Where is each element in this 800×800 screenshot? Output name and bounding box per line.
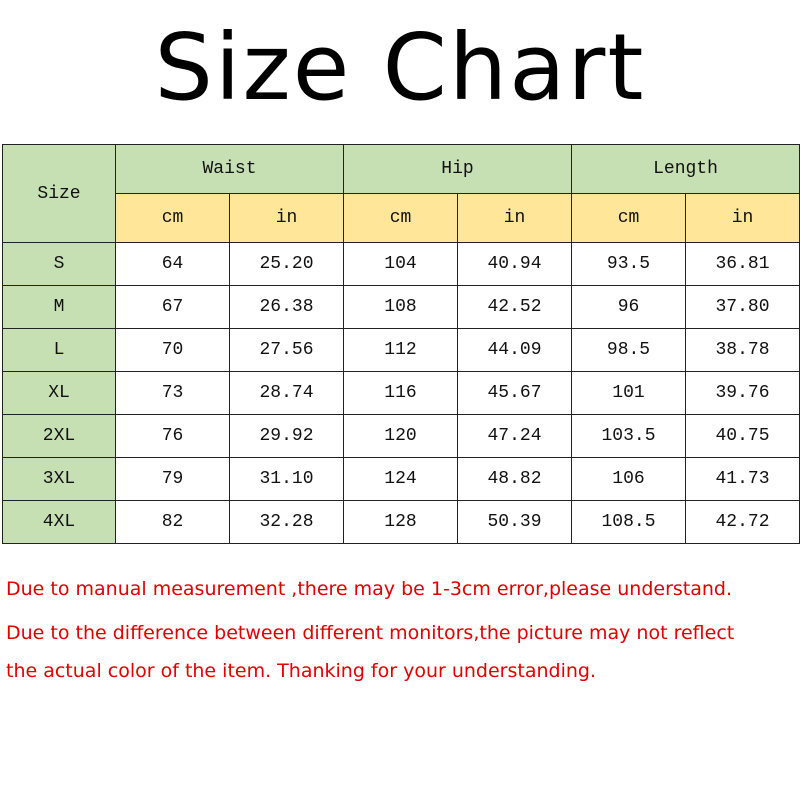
value-cell: 103.5: [571, 414, 686, 458]
table-row: XL 73 28.74 116 45.67 101 39.76: [2, 371, 800, 415]
group-header-waist: Waist: [115, 144, 344, 194]
value-cell: 112: [343, 328, 458, 372]
value-cell: 38.78: [685, 328, 800, 372]
value-cell: 29.92: [229, 414, 344, 458]
unit-header: in: [685, 193, 800, 243]
note-monitor-1: Due to the difference between different …: [6, 622, 735, 644]
value-cell: 39.76: [685, 371, 800, 415]
table-row: 3XL 79 31.10 124 48.82 106 41.73: [2, 457, 800, 501]
value-cell: 116: [343, 371, 458, 415]
value-cell: 96: [571, 285, 686, 329]
header-row: Size Waist Hip Length: [2, 144, 800, 243]
size-cell: M: [2, 285, 116, 329]
unit-header: in: [229, 193, 344, 243]
value-cell: 70: [115, 328, 230, 372]
value-cell: 108.5: [571, 500, 686, 544]
size-cell: XL: [2, 371, 116, 415]
value-cell: 124: [343, 457, 458, 501]
value-cell: 82: [115, 500, 230, 544]
value-cell: 50.39: [457, 500, 572, 544]
value-cell: 42.72: [685, 500, 800, 544]
value-cell: 106: [571, 457, 686, 501]
size-cell: 2XL: [2, 414, 116, 458]
note-monitor-2: the actual color of the item. Thanking f…: [6, 660, 597, 682]
table-row: M 67 26.38 108 42.52 96 37.80: [2, 285, 800, 329]
size-cell: S: [2, 242, 116, 286]
value-cell: 120: [343, 414, 458, 458]
value-cell: 67: [115, 285, 230, 329]
unit-header: cm: [115, 193, 230, 243]
table-row: L 70 27.56 112 44.09 98.5 38.78: [2, 328, 800, 372]
table-row: 4XL 82 32.28 128 50.39 108.5 42.72: [2, 500, 800, 544]
value-cell: 31.10: [229, 457, 344, 501]
value-cell: 27.56: [229, 328, 344, 372]
value-cell: 36.81: [685, 242, 800, 286]
table-row: S 64 25.20 104 40.94 93.5 36.81: [2, 242, 800, 286]
value-cell: 48.82: [457, 457, 572, 501]
size-cell: L: [2, 328, 116, 372]
value-cell: 64: [115, 242, 230, 286]
page-title: Size Chart: [154, 14, 646, 121]
value-cell: 76: [115, 414, 230, 458]
size-cell: 4XL: [2, 500, 116, 544]
size-table: Size Waist Hip Length cm in cm in cm in …: [2, 144, 800, 544]
group-header-hip: Hip: [343, 144, 572, 194]
value-cell: 41.73: [685, 457, 800, 501]
value-cell: 44.09: [457, 328, 572, 372]
unit-row: cm in cm in cm in: [3, 193, 800, 243]
size-cell: 3XL: [2, 457, 116, 501]
value-cell: 28.74: [229, 371, 344, 415]
value-cell: 79: [115, 457, 230, 501]
value-cell: 32.28: [229, 500, 344, 544]
value-cell: 73: [115, 371, 230, 415]
value-cell: 108: [343, 285, 458, 329]
value-cell: 40.94: [457, 242, 572, 286]
unit-header: in: [457, 193, 572, 243]
table-row: 2XL 76 29.92 120 47.24 103.5 40.75: [2, 414, 800, 458]
value-cell: 25.20: [229, 242, 344, 286]
value-cell: 128: [343, 500, 458, 544]
value-cell: 42.52: [457, 285, 572, 329]
value-cell: 98.5: [571, 328, 686, 372]
unit-header: cm: [571, 193, 686, 243]
value-cell: 45.67: [457, 371, 572, 415]
value-cell: 93.5: [571, 242, 686, 286]
size-header: Size: [2, 144, 116, 243]
value-cell: 104: [343, 242, 458, 286]
value-cell: 101: [571, 371, 686, 415]
value-cell: 47.24: [457, 414, 572, 458]
group-header-length: Length: [571, 144, 800, 194]
value-cell: 40.75: [685, 414, 800, 458]
value-cell: 37.80: [685, 285, 800, 329]
value-cell: 26.38: [229, 285, 344, 329]
note-measurement: Due to manual measurement ,there may be …: [6, 578, 733, 600]
unit-header: cm: [343, 193, 458, 243]
